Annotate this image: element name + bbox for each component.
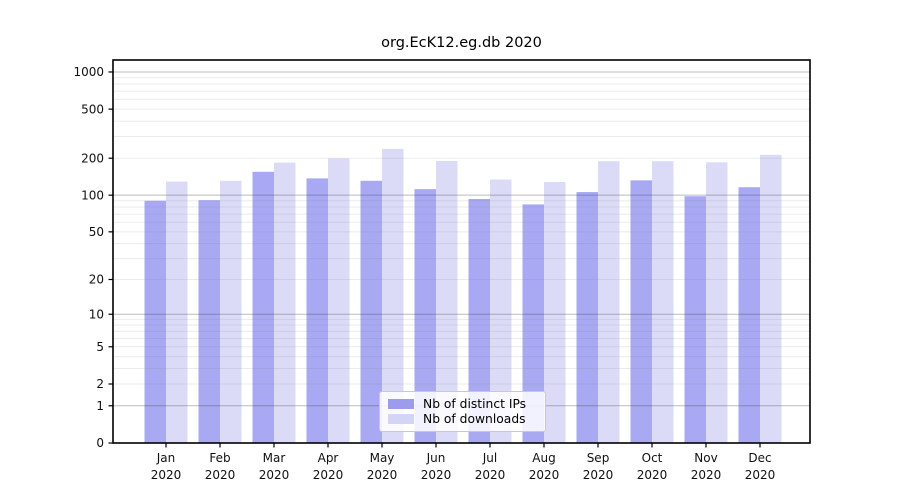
x-tick-year-label: 2020 xyxy=(151,468,182,482)
x-tick-label: May xyxy=(370,451,395,465)
legend-item-downloads: Nb of downloads xyxy=(388,411,537,426)
y-tick-label: 1000 xyxy=(73,65,104,79)
x-tick-label: Dec xyxy=(748,451,771,465)
bar-downloads-nov xyxy=(706,162,728,443)
x-tick-label: Aug xyxy=(532,451,555,465)
bar-distinct-ips-jul xyxy=(468,199,490,443)
bar-downloads-oct xyxy=(652,161,674,443)
bar-downloads-may xyxy=(382,148,404,443)
y-tick-label: 2 xyxy=(96,377,104,391)
x-tick-year-label: 2020 xyxy=(313,468,344,482)
bar-distinct-ips-jun xyxy=(414,189,436,443)
axis-spines xyxy=(112,59,811,444)
x-tick-label: Mar xyxy=(263,451,286,465)
bar-distinct-ips-dec xyxy=(738,187,760,443)
bar-downloads-feb xyxy=(220,180,242,443)
bar-distinct-ips-feb xyxy=(198,200,220,443)
bar-distinct-ips-oct xyxy=(630,180,652,443)
bar-downloads-jun xyxy=(436,160,458,444)
x-tick-year-label: 2020 xyxy=(583,468,614,482)
y-tick-label: 0 xyxy=(96,436,104,450)
bar-downloads-sep xyxy=(598,161,620,443)
x-tick-year-label: 2020 xyxy=(745,468,776,482)
legend: Nb of distinct IPs Nb of downloads xyxy=(379,391,546,432)
bar-distinct-ips-aug xyxy=(522,204,544,443)
x-tick-year-label: 2020 xyxy=(421,468,452,482)
x-tick-year-label: 2020 xyxy=(259,468,290,482)
bar-distinct-ips-mar xyxy=(252,171,274,444)
bar-downloads-apr xyxy=(328,158,350,443)
bar-distinct-ips-jan xyxy=(144,200,166,443)
legend-label-distinct-ips: Nb of distinct IPs xyxy=(423,397,527,411)
y-tick-label: 10 xyxy=(89,307,104,321)
legend-swatch-distinct-ips xyxy=(388,399,414,410)
x-tick-label: Jul xyxy=(482,451,497,465)
chart-title: org.EcK12.eg.db 2020 xyxy=(381,35,542,51)
x-tick-label: Apr xyxy=(318,451,339,465)
bar-distinct-ips-may xyxy=(360,180,382,443)
bar-downloads-dec xyxy=(760,154,782,443)
x-tick-label: Nov xyxy=(694,451,717,465)
bar-downloads-aug xyxy=(544,182,566,443)
x-tick-year-label: 2020 xyxy=(529,468,560,482)
y-tick-label: 5 xyxy=(96,340,104,354)
x-tick-label: Jan xyxy=(156,451,176,465)
bar-distinct-ips-nov xyxy=(684,196,706,443)
x-tick-year-label: 2020 xyxy=(637,468,668,482)
y-tick-label: 200 xyxy=(81,151,104,165)
y-tick-label: 50 xyxy=(89,225,104,239)
y-tick-label: 500 xyxy=(81,102,104,116)
bar-downloads-jan xyxy=(166,181,188,444)
x-tick-label: Feb xyxy=(209,451,230,465)
x-tick-label: Jun xyxy=(426,451,446,465)
x-tick-year-label: 2020 xyxy=(367,468,398,482)
y-tick-label: 100 xyxy=(81,188,104,202)
y-tick-label: 1 xyxy=(96,399,104,413)
x-tick-label: Oct xyxy=(642,451,663,465)
bar-downloads-jul xyxy=(490,179,512,443)
legend-item-distinct-ips: Nb of distinct IPs xyxy=(388,398,537,410)
bar-distinct-ips-sep xyxy=(576,192,598,443)
bar-downloads-mar xyxy=(274,162,296,443)
x-tick-label: Sep xyxy=(587,451,610,465)
x-tick-year-label: 2020 xyxy=(475,468,506,482)
y-tick-label: 20 xyxy=(89,273,104,287)
x-tick-year-label: 2020 xyxy=(691,468,722,482)
legend-swatch-downloads xyxy=(388,413,414,424)
legend-label-downloads: Nb of downloads xyxy=(423,411,526,426)
x-tick-year-label: 2020 xyxy=(205,468,236,482)
bar-distinct-ips-apr xyxy=(306,178,328,444)
